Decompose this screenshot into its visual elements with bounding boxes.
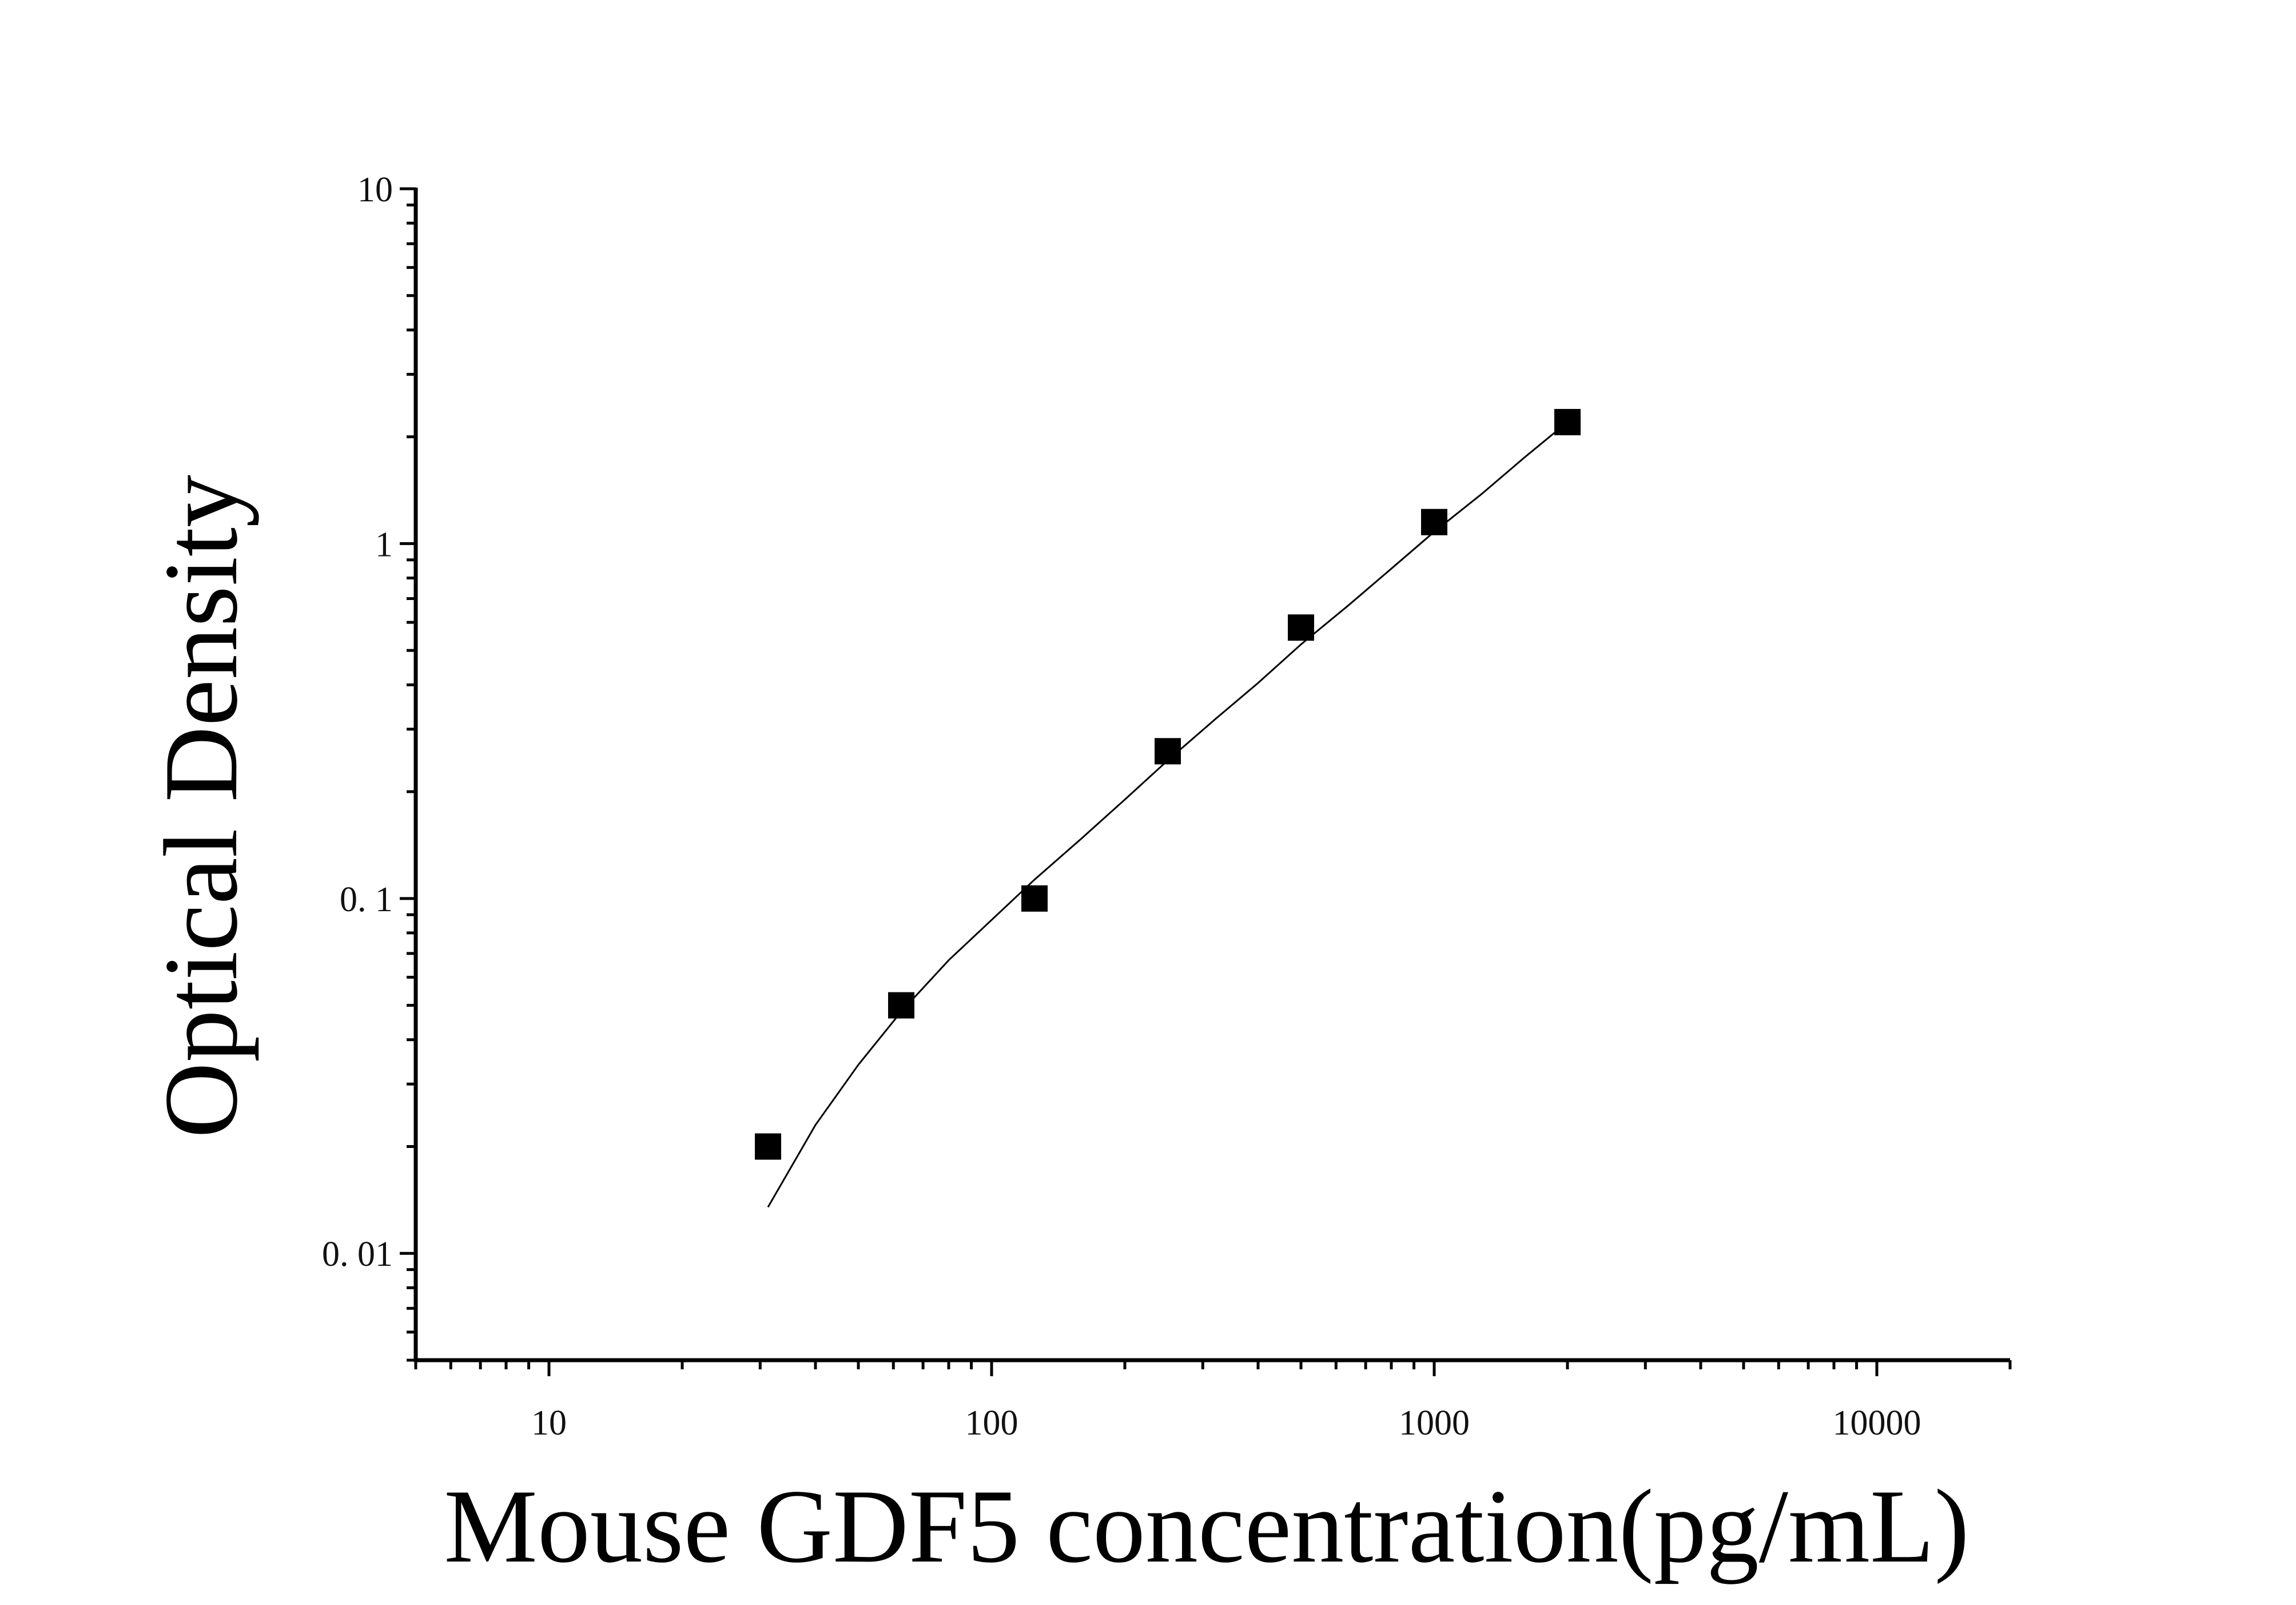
data-point bbox=[755, 1133, 782, 1160]
y-tick-labels: 0. 01 0. 1 1 10 bbox=[322, 170, 393, 1274]
x-tick-labels: 10 100 1000 10000 bbox=[531, 1404, 1921, 1443]
y-tick-label: 0. 01 bbox=[322, 1235, 393, 1274]
data-point bbox=[1155, 738, 1181, 765]
y-axis-title: Optical Density bbox=[142, 475, 259, 1138]
data-point bbox=[1021, 885, 1048, 912]
x-tick-label: 1000 bbox=[1399, 1404, 1470, 1443]
y-tick-label: 10 bbox=[357, 170, 393, 209]
data-point bbox=[888, 992, 915, 1019]
x-tick-label: 100 bbox=[965, 1404, 1018, 1443]
y-tick-label: 1 bbox=[375, 525, 393, 564]
y-tick-label: 0. 1 bbox=[340, 880, 393, 919]
axes bbox=[400, 187, 2012, 1376]
data-points bbox=[755, 408, 1581, 1160]
x-axis-title: Mouse GDF5 concentration(pg/mL) bbox=[444, 1468, 1969, 1584]
data-point bbox=[1554, 408, 1581, 435]
x-tick-label: 10 bbox=[531, 1404, 567, 1443]
data-point bbox=[1288, 614, 1315, 641]
x-tick-label: 10000 bbox=[1833, 1404, 1921, 1443]
data-point bbox=[1421, 508, 1448, 535]
